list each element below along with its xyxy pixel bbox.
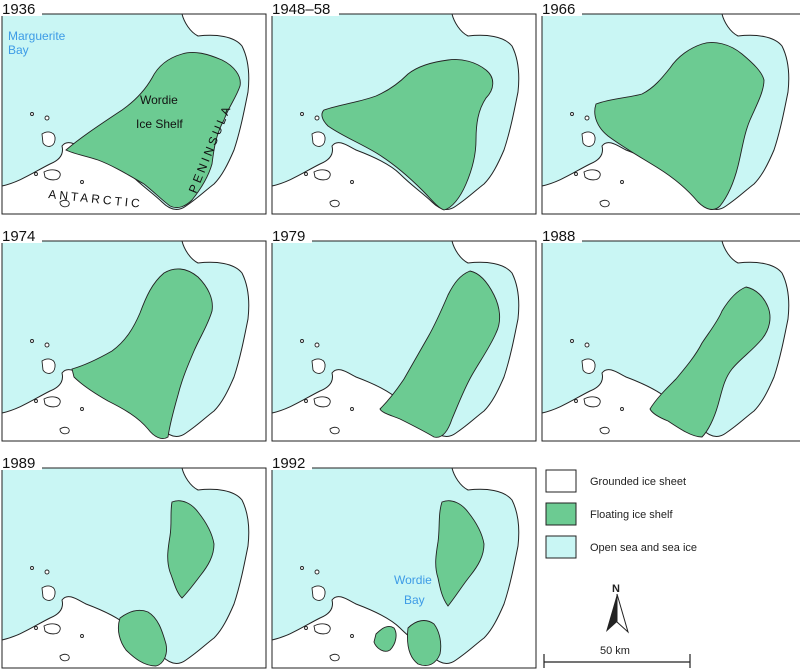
north-label: N bbox=[612, 583, 620, 595]
map-panel-1989: 1989 bbox=[0, 454, 267, 669]
label-marguerite-bay-1: Marguerite bbox=[8, 29, 66, 43]
legend-swatch-sea bbox=[545, 535, 577, 559]
north-arrow-icon: N bbox=[606, 583, 629, 634]
map-panel-1992: 1992 bbox=[270, 454, 537, 669]
panel-year-label: 1974 bbox=[2, 228, 35, 245]
legend: Grounded ice sheet Floating ice shelf Op… bbox=[545, 469, 697, 559]
legend-label-floating: Floating ice shelf bbox=[590, 509, 673, 521]
map-panel-1979: 1979 bbox=[270, 227, 537, 442]
legend-swatch-grounded bbox=[545, 469, 577, 493]
legend-swatch-floating bbox=[545, 502, 577, 526]
panel-year-label: 1948–58 bbox=[272, 1, 330, 18]
panel-year-label: 1992 bbox=[272, 455, 305, 472]
label-wordie-bay-2: Bay bbox=[404, 593, 425, 607]
panel-year-label: 1989 bbox=[2, 455, 35, 472]
label-wordie-ice-shelf-2: Ice Shelf bbox=[136, 117, 183, 131]
legend-label-grounded: Grounded ice sheet bbox=[590, 476, 686, 488]
scale-bar: 50 km bbox=[543, 645, 691, 668]
scale-label: 50 km bbox=[600, 645, 630, 657]
panel-year-label: 1979 bbox=[272, 228, 305, 245]
floating-ice-shelf bbox=[406, 620, 442, 667]
map-panel-1936: 1936 bbox=[0, 0, 267, 215]
panel-year-label: 1936 bbox=[2, 1, 35, 18]
map-panel-1966: 1966 bbox=[540, 0, 800, 215]
label-wordie-bay-1: Wordie bbox=[394, 573, 432, 587]
label-marguerite-bay-2: Bay bbox=[8, 43, 29, 57]
panel-year-label: 1988 bbox=[542, 228, 575, 245]
label-wordie-ice-shelf-1: Wordie bbox=[140, 93, 178, 107]
map-panel-1974: 1974 bbox=[0, 227, 267, 442]
map-panel-1948–58: 1948–58 bbox=[270, 0, 537, 215]
panel-year-label: 1966 bbox=[542, 1, 575, 18]
legend-label-sea: Open sea and sea ice bbox=[590, 542, 697, 554]
map-panel-1988: 1988 bbox=[540, 227, 800, 442]
